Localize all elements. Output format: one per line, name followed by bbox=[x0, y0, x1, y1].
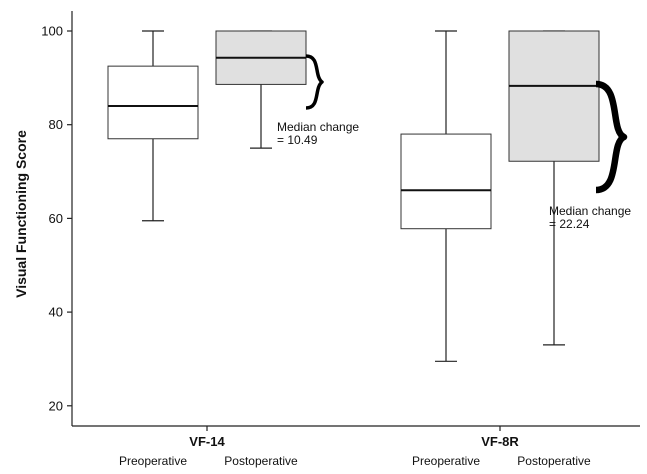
box-sublabel: Postoperative bbox=[224, 454, 298, 468]
box-1 bbox=[508, 30, 600, 162]
x-group-label: VF-8R bbox=[481, 434, 519, 449]
median-change-value: = 10.49 bbox=[277, 133, 318, 147]
median-change-value: = 22.24 bbox=[549, 217, 590, 231]
box-0 bbox=[107, 65, 199, 140]
y-tick-label: 60 bbox=[49, 211, 63, 226]
y-tick-label: 40 bbox=[49, 305, 63, 320]
median-change-brace-vf8r bbox=[595, 80, 628, 194]
median-change-label: Median change bbox=[549, 204, 631, 218]
median-change-label: Median change bbox=[277, 120, 359, 134]
y-tick-label: 20 bbox=[49, 398, 63, 413]
y-tick-label: 100 bbox=[41, 24, 63, 39]
box-0 bbox=[400, 133, 492, 230]
box-sublabel: Preoperative bbox=[412, 454, 480, 468]
y-tick-label: 80 bbox=[49, 117, 63, 132]
median-change-brace-vf14 bbox=[305, 54, 324, 110]
y-axis-title: Visual Functioning Score bbox=[13, 130, 29, 298]
x-group-label: VF-14 bbox=[189, 434, 225, 449]
box-sublabel: Preoperative bbox=[119, 454, 187, 468]
box-sublabel: Postoperative bbox=[517, 454, 591, 468]
box-layer bbox=[107, 30, 600, 362]
